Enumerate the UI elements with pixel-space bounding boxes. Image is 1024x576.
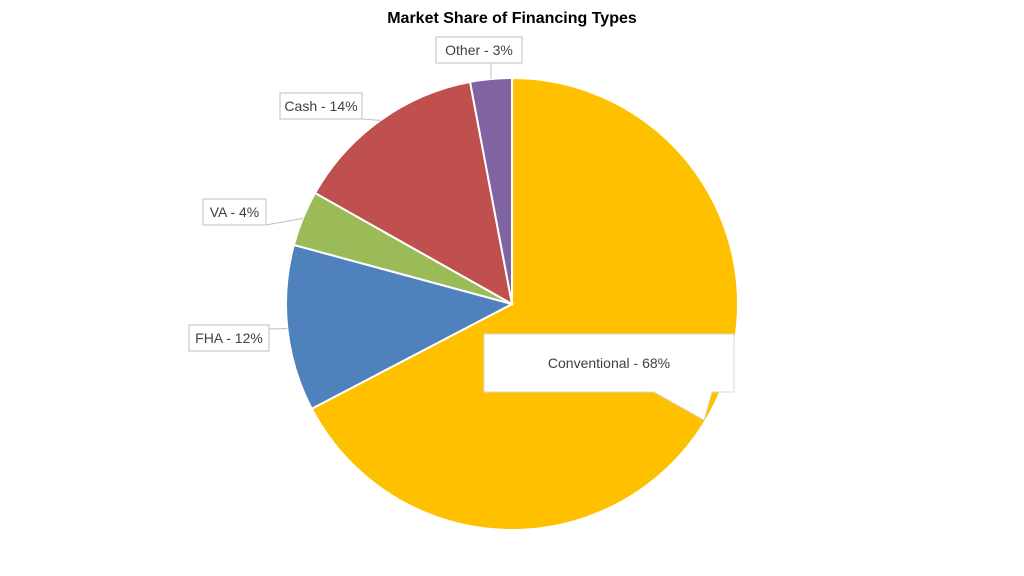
label-text-fha: FHA - 12% [195,330,263,346]
pie-slice-conventional [310,76,739,531]
callout-box [483,333,735,421]
data-labels: Conventional - 68% FHA - 12% VA - 4% Cash -… [188,36,735,421]
label-box [202,198,267,226]
data-label-fha: FHA - 12% [188,324,288,352]
pie-slices [285,76,739,531]
label-box [188,324,270,352]
label-box [279,92,363,120]
label-text-cash: Cash - 14% [284,98,357,114]
label-text-conventional: Conventional - 68% [548,355,670,371]
chart-title: Market Share of Financing Types [387,10,637,27]
label-text-va: VA - 4% [210,204,260,220]
leader-line [361,118,381,121]
data-label-other: Other - 3% [435,36,523,79]
data-label-conventional: Conventional - 68% [483,333,735,421]
data-label-va: VA - 4% [202,198,303,226]
leader-line [265,217,303,226]
label-text-other: Other - 3% [445,42,513,58]
label-box [435,36,523,64]
data-label-cash: Cash - 14% [279,92,381,121]
